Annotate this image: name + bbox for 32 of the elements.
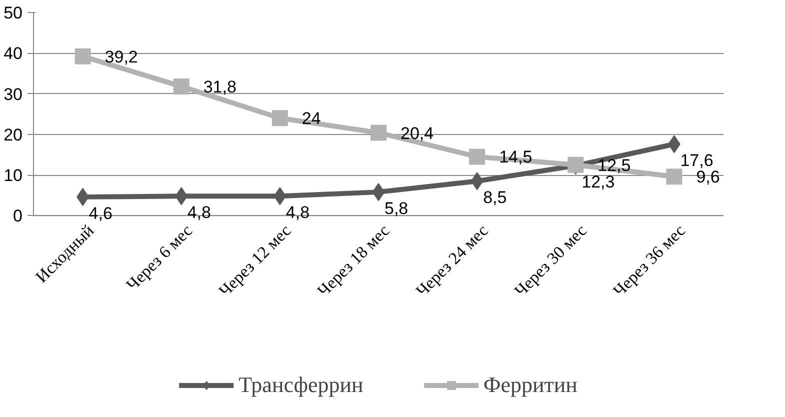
- data-label: 31,8: [203, 77, 236, 96]
- point: [274, 187, 286, 206]
- y-tick-label: 50: [4, 4, 23, 22]
- point: [173, 78, 190, 94]
- data-label: 4,6: [88, 204, 112, 223]
- data-label: 4,8: [187, 203, 211, 222]
- y-tick-label: 10: [4, 166, 23, 185]
- point: [372, 183, 385, 202]
- point: [470, 172, 484, 190]
- point: [272, 110, 288, 126]
- point: [666, 168, 682, 185]
- data-label: 20,4: [400, 124, 434, 143]
- point: [74, 48, 91, 64]
- data-label: 39,2: [104, 47, 138, 66]
- data-label: 14,5: [499, 148, 532, 167]
- point: [469, 148, 486, 165]
- data-label: 12,3: [582, 172, 615, 192]
- data-label: 5,8: [384, 199, 408, 218]
- data-label: 9,6: [696, 168, 720, 187]
- point: [370, 124, 386, 141]
- y-tick-label: 0: [13, 206, 23, 226]
- data-label: 4,8: [286, 203, 310, 222]
- y-tick-label: 30: [4, 84, 23, 104]
- data-label: 24: [302, 109, 321, 128]
- point: [175, 187, 188, 206]
- data-label: 12,5: [598, 156, 631, 175]
- data-label: 8,5: [483, 188, 507, 208]
- legend-label: Ферритин: [483, 372, 578, 398]
- legend-label: Трансферрин: [238, 372, 364, 398]
- y-tick-label: 20: [4, 125, 23, 144]
- y-tick-label: 40: [4, 44, 23, 64]
- data-label: 17,6: [680, 151, 714, 170]
